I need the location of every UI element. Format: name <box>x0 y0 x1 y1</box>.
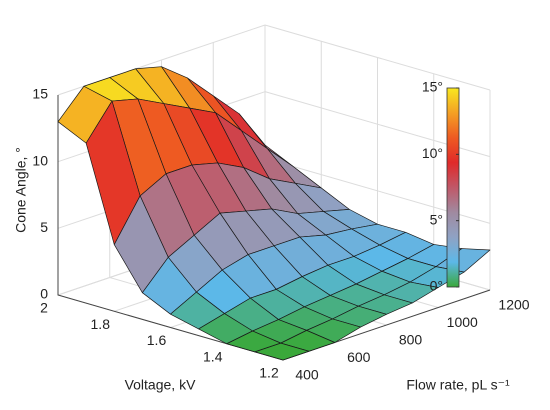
colorbar-tick-label: 15° <box>422 79 443 95</box>
z-tick-label: 5 <box>40 219 48 235</box>
y-tick-label: 2 <box>40 300 48 316</box>
x-tick-label: 800 <box>399 332 423 348</box>
x-tick-label: 400 <box>295 367 319 383</box>
z-tick-label: 10 <box>32 152 48 168</box>
x-tick-label: 600 <box>347 349 371 365</box>
x-tick-label: 1000 <box>447 314 478 330</box>
y-tick-label: 1.2 <box>259 365 279 381</box>
surface-patch <box>254 342 310 361</box>
grid-line <box>264 24 491 91</box>
axis-line <box>57 95 491 361</box>
colorbar-tick-label: 10° <box>422 145 443 161</box>
z-tick-label: 15 <box>32 86 48 102</box>
y-axis-label: Voltage, kV <box>125 377 196 393</box>
z-axis-label: Cone Angle, ° <box>13 147 29 233</box>
colorbar-tick-label: 0° <box>430 278 443 294</box>
y-tick-label: 1.4 <box>203 348 223 364</box>
z-tick-label: 0 <box>40 286 48 302</box>
colorbar-tick-label: 5° <box>430 211 443 227</box>
colorbar <box>446 87 460 288</box>
y-tick-label: 1.8 <box>91 316 111 332</box>
y-tick-label: 1.6 <box>147 332 167 348</box>
x-axis-label: Flow rate, pL s⁻¹ <box>406 377 510 393</box>
x-tick-label: 1200 <box>498 297 529 313</box>
